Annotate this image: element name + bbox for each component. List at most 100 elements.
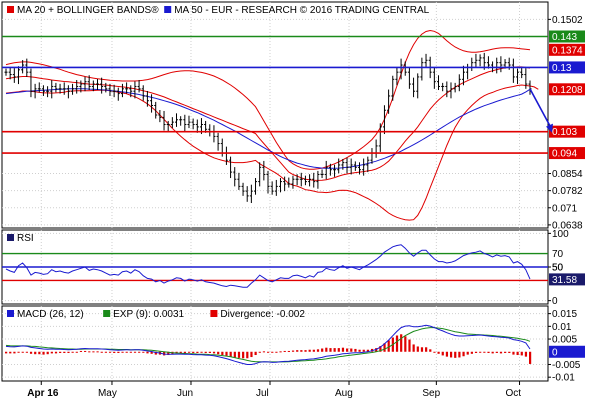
macd-divergence-bar: [59, 351, 62, 353]
macd-divergence-bar: [383, 343, 386, 352]
price-level-tag-text: 0.143: [552, 32, 577, 43]
price-level-tag-text: 0.13: [552, 63, 572, 74]
macd-divergence-bar: [499, 351, 503, 354]
macd-divergence-bar: [483, 351, 486, 353]
price-level-tag-bg: [549, 30, 585, 43]
macd-divergence-bar: [458, 351, 461, 358]
x-tick-label: Jun: [177, 388, 193, 399]
macd-divergence-bar: [92, 351, 95, 353]
macd-divergence-bar: [308, 349, 311, 352]
macd-divergence-bar: [71, 351, 74, 353]
macd-divergence-bar: [108, 351, 112, 353]
macd-divergence-bar: [425, 347, 428, 352]
macd-ytick-label: 0.005: [552, 335, 577, 346]
macd-divergence-bar: [291, 350, 295, 352]
rsi-value-tag-bg: [549, 273, 585, 286]
macd-ytick-label: 0.015: [552, 309, 577, 320]
rsi-ytick-label: 50: [552, 263, 564, 274]
macd-legend-swatch: [7, 310, 14, 317]
rsi-ytick-label: 0: [552, 296, 558, 307]
macd-divergence-bar: [250, 351, 253, 358]
macd-divergence-bar: [354, 348, 357, 352]
macd-divergence-bar: [271, 351, 274, 353]
macd-divergence-bar: [163, 351, 166, 356]
x-tick-label: Aug: [335, 388, 353, 399]
macd-divergence-bar: [34, 351, 37, 355]
macd-divergence-bar: [524, 351, 528, 357]
macd-divergence-bar: [420, 347, 424, 352]
macd-divergence-bar: [445, 351, 449, 357]
macd-divergence-bar: [142, 351, 145, 353]
macd-divergence-bar: [462, 351, 465, 357]
macd-divergence-bar: [470, 351, 473, 354]
macd-divergence-bar: [258, 351, 261, 353]
macd-divergence-bar: [75, 351, 78, 353]
macd-legend-swatch: [103, 310, 111, 317]
macd-divergence-bar: [217, 351, 220, 355]
macd-divergence-bar: [25, 351, 28, 353]
macd-divergence-bar: [341, 347, 345, 352]
macd-divergence-bar: [408, 339, 411, 352]
macd-divergence-bar: [304, 350, 307, 352]
macd-zero-tag-bg: [549, 345, 585, 358]
macd-ytick-label: -0.01: [552, 373, 575, 384]
macd-divergence-bar: [233, 351, 236, 358]
macd-divergence-bar: [437, 351, 440, 354]
macd-divergence-bar: [267, 351, 270, 353]
macd-divergence-bar: [275, 351, 278, 353]
macd-divergence-bar: [387, 340, 390, 352]
macd-divergence-bar: [321, 348, 324, 352]
macd-divergence-bar: [379, 346, 382, 352]
macd-divergence-bar: [113, 351, 116, 353]
macd-divergence-bar: [516, 351, 519, 356]
macd-divergence-bar: [504, 351, 507, 353]
macd-divergence-bar: [300, 350, 303, 352]
price-value-tag-bg: [549, 43, 585, 56]
macd-ytick-label: -0.005: [552, 360, 581, 371]
macd-divergence-bar: [117, 351, 120, 353]
macd-divergence-bar: [316, 349, 320, 352]
price-bb_lower-line: [5, 84, 539, 221]
macd-divergence-bar: [63, 351, 66, 353]
macd-divergence-bar: [400, 334, 403, 352]
macd-divergence-bar: [38, 351, 41, 355]
macd-divergence-bar: [429, 349, 432, 352]
price-level-tag-text: 0.094: [552, 149, 577, 160]
macd-ytick-label: 0.01: [552, 322, 572, 333]
macd-divergence-bar: [125, 351, 128, 353]
macd-divergence-bar: [337, 348, 340, 352]
macd-divergence-bar: [167, 351, 170, 356]
rsi-line: [5, 244, 531, 288]
macd-divergence-bar: [54, 351, 58, 354]
macd-divergence-bar: [262, 351, 266, 353]
price-value-tag-text: 0.1374: [552, 45, 583, 56]
macd-divergence-bar: [204, 351, 207, 353]
macd-divergence-bar: [449, 351, 453, 358]
macd-divergence-bar: [154, 351, 157, 355]
macd-divergence-bar: [200, 351, 203, 353]
macd-divergence-bar: [416, 346, 419, 352]
macd-divergence-bar: [208, 351, 211, 353]
rsi-legend-text: RSI: [17, 233, 34, 244]
macd-divergence-bar: [491, 351, 494, 354]
macd-divergence-bar: [529, 351, 532, 364]
price-legend-text: MA 50 - EUR - RESEARCH © 2016 TRADING CE…: [174, 5, 429, 16]
price-level-tag-bg: [549, 125, 585, 138]
macd-divergence-bar: [325, 347, 328, 352]
macd-divergence-bar: [329, 348, 332, 352]
macd-divergence-bar: [487, 351, 490, 353]
macd-divergence-bar: [150, 351, 153, 354]
macd-divergence-bar: [508, 351, 511, 353]
price-level-tag-bg: [549, 61, 585, 74]
macd-divergence-bar: [242, 351, 245, 359]
macd-divergence-bar: [246, 351, 249, 359]
macd-divergence-bar: [350, 348, 353, 352]
macd-divergence-bar: [50, 351, 53, 354]
macd-legend-text: Divergence: -0.002: [220, 309, 305, 320]
price-ytick-label: 0.071: [552, 203, 577, 214]
macd-divergence-bar: [362, 349, 365, 352]
macd-divergence-bar: [466, 351, 469, 355]
macd-divergence-bar: [404, 336, 407, 352]
rsi-ytick-label: 100: [552, 229, 569, 240]
